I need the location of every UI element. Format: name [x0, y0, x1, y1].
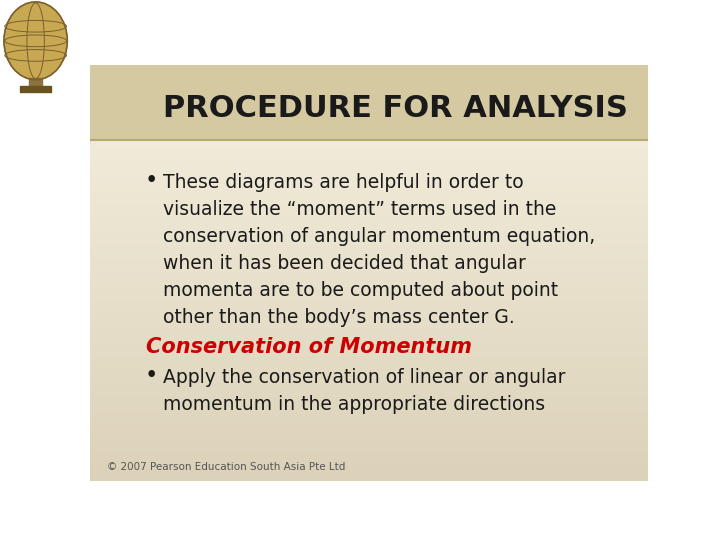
- Text: •: •: [145, 364, 158, 387]
- Text: momenta are to be computed about point: momenta are to be computed about point: [163, 281, 558, 300]
- Text: momentum in the appropriate directions: momentum in the appropriate directions: [163, 395, 544, 414]
- Text: © 2007 Pearson Education South Asia Pte Ltd: © 2007 Pearson Education South Asia Pte …: [107, 462, 345, 472]
- Bar: [20, 85, 52, 92]
- Text: •: •: [145, 168, 158, 192]
- Text: These diagrams are helpful in order to: These diagrams are helpful in order to: [163, 173, 523, 192]
- Text: Apply the conservation of linear or angular: Apply the conservation of linear or angu…: [163, 368, 565, 387]
- Text: Conservation of Momentum: Conservation of Momentum: [145, 337, 472, 357]
- Bar: [30, 78, 42, 87]
- Text: visualize the “moment” terms used in the: visualize the “moment” terms used in the: [163, 200, 556, 219]
- Text: other than the body’s mass center G.: other than the body’s mass center G.: [163, 308, 514, 327]
- Text: PROCEDURE FOR ANALYSIS: PROCEDURE FOR ANALYSIS: [163, 94, 627, 123]
- FancyBboxPatch shape: [90, 65, 648, 140]
- Text: when it has been decided that angular: when it has been decided that angular: [163, 254, 526, 273]
- Circle shape: [4, 2, 68, 80]
- Text: conservation of angular momentum equation,: conservation of angular momentum equatio…: [163, 227, 595, 246]
